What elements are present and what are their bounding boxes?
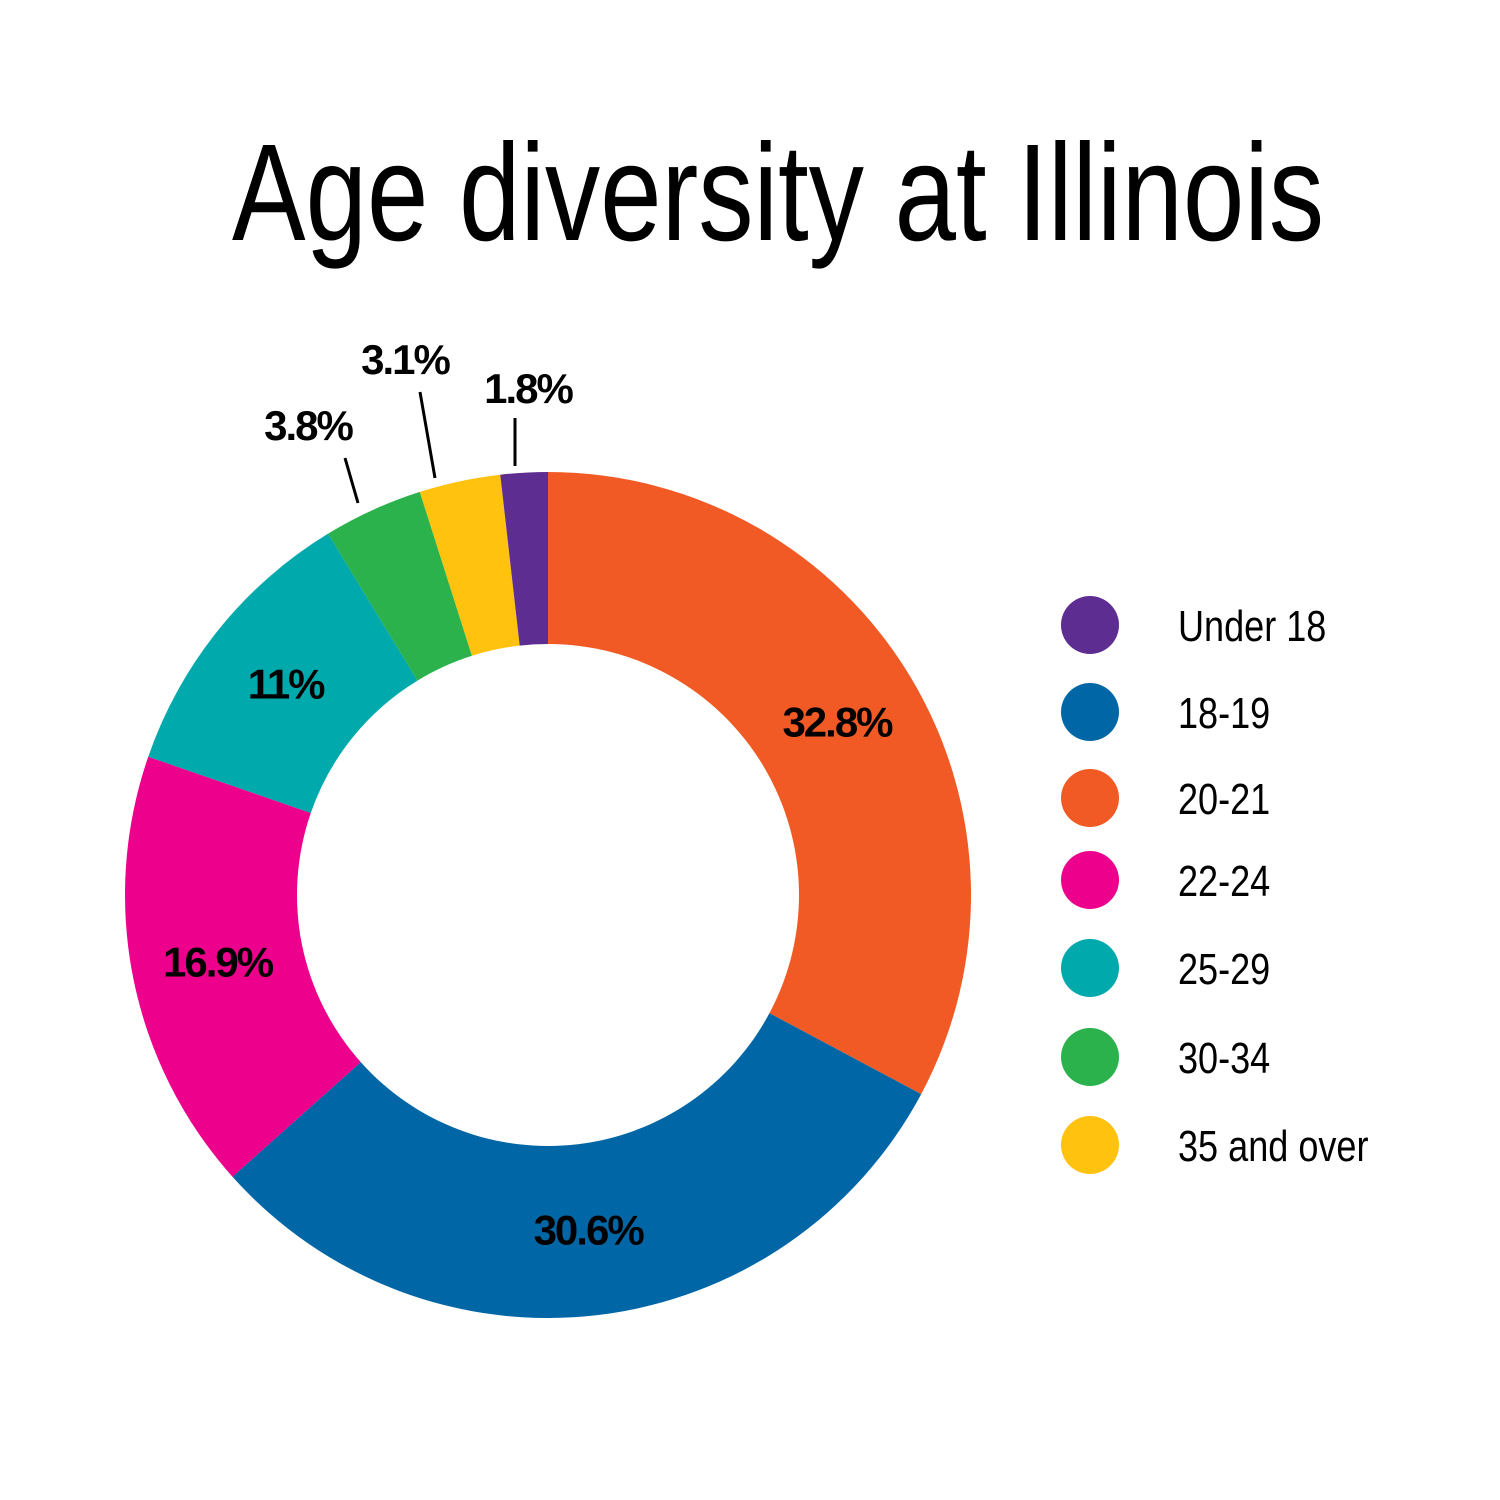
slice-25-29	[148, 533, 418, 813]
data-label-under-18: 1.8%	[484, 365, 573, 412]
legend-item-18-19: 18-19	[1061, 683, 1270, 741]
legend-item-under-18: Under 18	[1061, 596, 1326, 654]
legend-swatch	[1061, 596, 1119, 654]
data-label-22-24: 16.9%	[163, 938, 274, 985]
data-label-18-19: 30.6%	[534, 1207, 645, 1254]
data-label-25-29: 11%	[248, 660, 325, 707]
leader-line-35-and-over	[418, 391, 437, 479]
legend-label: 30-34	[1178, 1034, 1270, 1083]
legend-swatch	[1061, 1116, 1119, 1174]
leader-line-30-34	[343, 457, 360, 504]
legend-swatch	[1061, 851, 1119, 909]
slice-35-and-over	[419, 474, 520, 656]
legend-label: 25-29	[1178, 945, 1270, 994]
legend-label: 22-24	[1178, 857, 1270, 906]
slice-30-34	[328, 491, 472, 681]
legend-item-22-24: 22-24	[1061, 851, 1270, 909]
legend-swatch	[1061, 769, 1119, 827]
data-label-20-21: 32.8%	[782, 699, 893, 746]
data-label-30-34: 3.8%	[264, 402, 353, 449]
slice-under-18	[500, 472, 548, 646]
slice-18-19	[232, 1013, 922, 1318]
legend-item-35-and-over: 35 and over	[1061, 1116, 1368, 1174]
legend-label: Under 18	[1178, 602, 1326, 651]
data-label-35-and-over: 3.1%	[361, 336, 450, 383]
legend-label: 20-21	[1178, 775, 1270, 824]
legend-item-20-21: 20-21	[1061, 769, 1270, 827]
slice-20-21	[548, 472, 972, 1095]
legend-swatch	[1061, 1028, 1119, 1086]
legend-swatch	[1061, 939, 1119, 997]
legend-label: 18-19	[1178, 689, 1270, 738]
legend-item-30-34: 30-34	[1061, 1028, 1270, 1086]
legend-swatch	[1061, 683, 1119, 741]
legend-label: 35 and over	[1178, 1122, 1368, 1171]
legend-item-25-29: 25-29	[1061, 939, 1270, 997]
chart-title: Age diversity at Illinois	[232, 116, 1324, 269]
slice-22-24	[125, 756, 361, 1177]
